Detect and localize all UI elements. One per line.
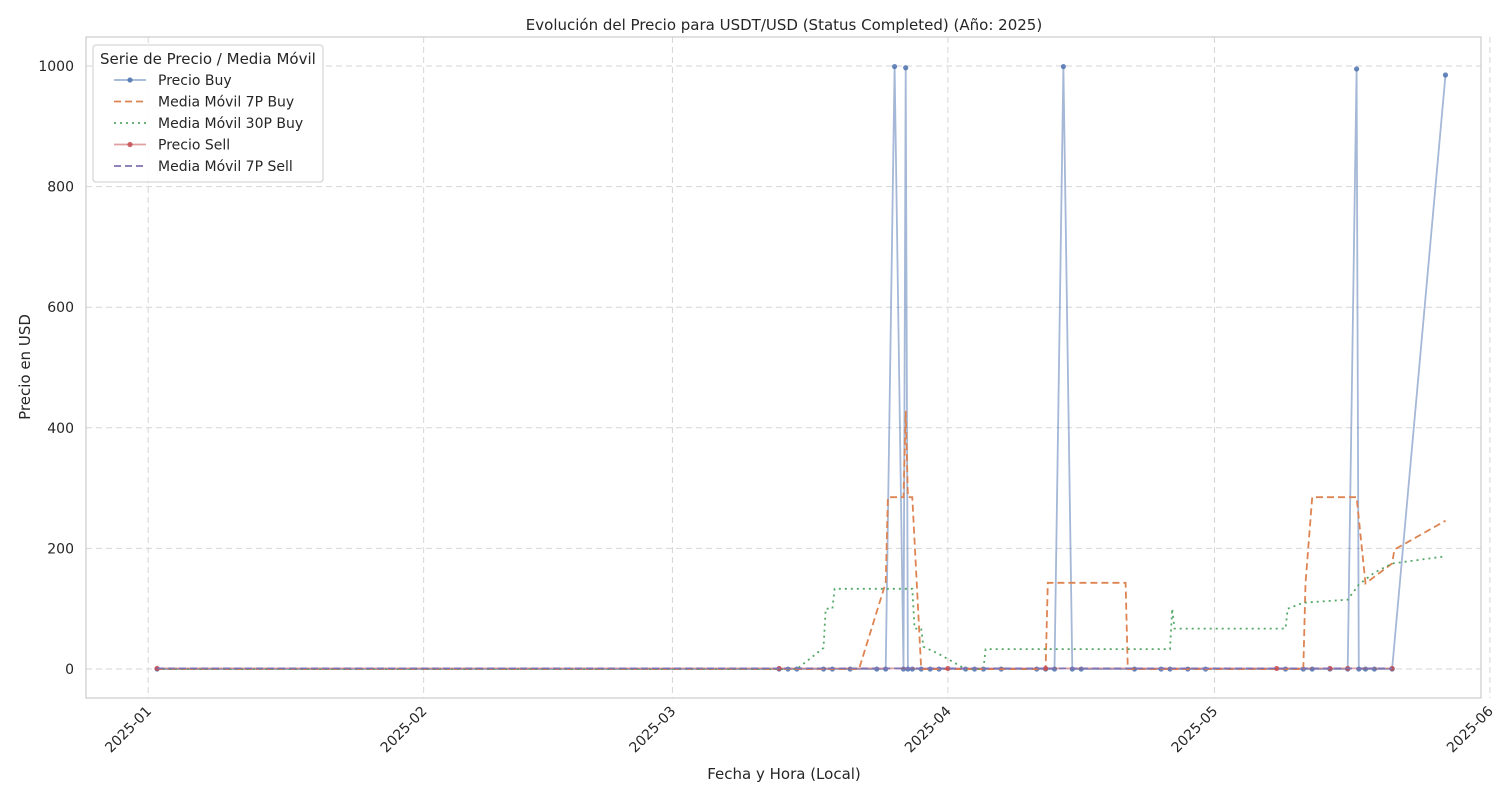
data-point [903, 65, 909, 71]
y-tick-label: 600 [47, 300, 74, 316]
x-axis-label: Fecha y Hora (Local) [707, 765, 861, 783]
legend-label: Precio Sell [158, 138, 230, 154]
legend: Serie de Precio / Media Móvil Precio Buy… [92, 44, 324, 183]
data-point [891, 63, 898, 70]
chart-title: Evolución del Precio para USDT/USD (Stat… [526, 16, 1042, 34]
data-point [1442, 72, 1449, 78]
legend-items: Precio Buy Media Móvil 7P Buy Media Móvil … [114, 73, 303, 175]
y-axis-ticks: 0 200 400 600 800 1000 [38, 59, 74, 678]
series-layer [154, 63, 1449, 672]
legend-label: Media Móvil 7P Sell [158, 159, 293, 175]
y-tick-label: 200 [47, 541, 74, 557]
data-point [1274, 665, 1280, 672]
y-tick-label: 400 [47, 421, 74, 437]
plot-frame [85, 36, 1482, 699]
legend-label: Media Móvil 7P Buy [158, 95, 294, 111]
data-point [1354, 66, 1360, 72]
legend-title: Serie de Precio / Media Móvil [100, 50, 316, 68]
series-media-m-vil-7p-buy [157, 410, 1446, 670]
legend-box [92, 44, 324, 183]
legend-marker [127, 141, 133, 148]
legend-marker [127, 77, 133, 83]
legend-label: Media Móvil 30P Buy [158, 116, 303, 132]
data-point [945, 665, 951, 672]
data-point [1060, 63, 1066, 70]
series-line [157, 555, 1446, 670]
series-media-m-vil-30p-buy [157, 555, 1446, 670]
data-point [1389, 665, 1395, 672]
y-tick-label: 0 [65, 662, 74, 678]
series-line [157, 410, 1446, 670]
y-tick-label: 800 [47, 180, 74, 196]
data-point [154, 665, 160, 672]
y-tick-label: 1000 [38, 59, 74, 75]
legend-label: Precio Buy [158, 73, 232, 89]
y-axis-label: Precio en USD [16, 314, 34, 420]
data-point [1043, 665, 1049, 672]
